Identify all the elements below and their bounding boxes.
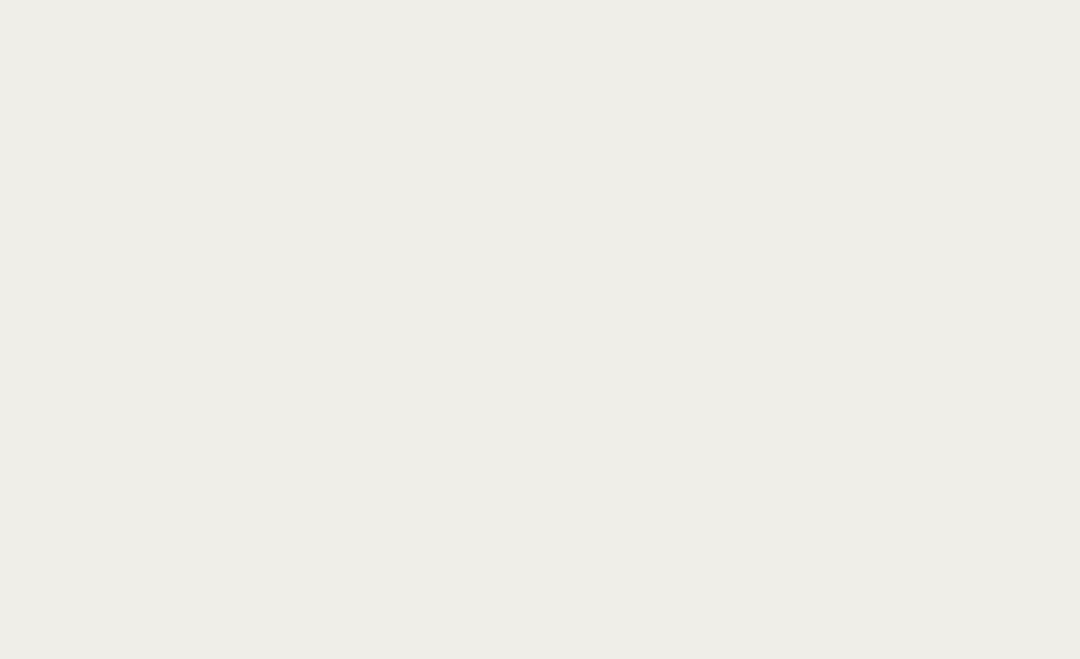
gallery-page: (() => { const data = JSON.parse(documen… xyxy=(0,0,1080,659)
